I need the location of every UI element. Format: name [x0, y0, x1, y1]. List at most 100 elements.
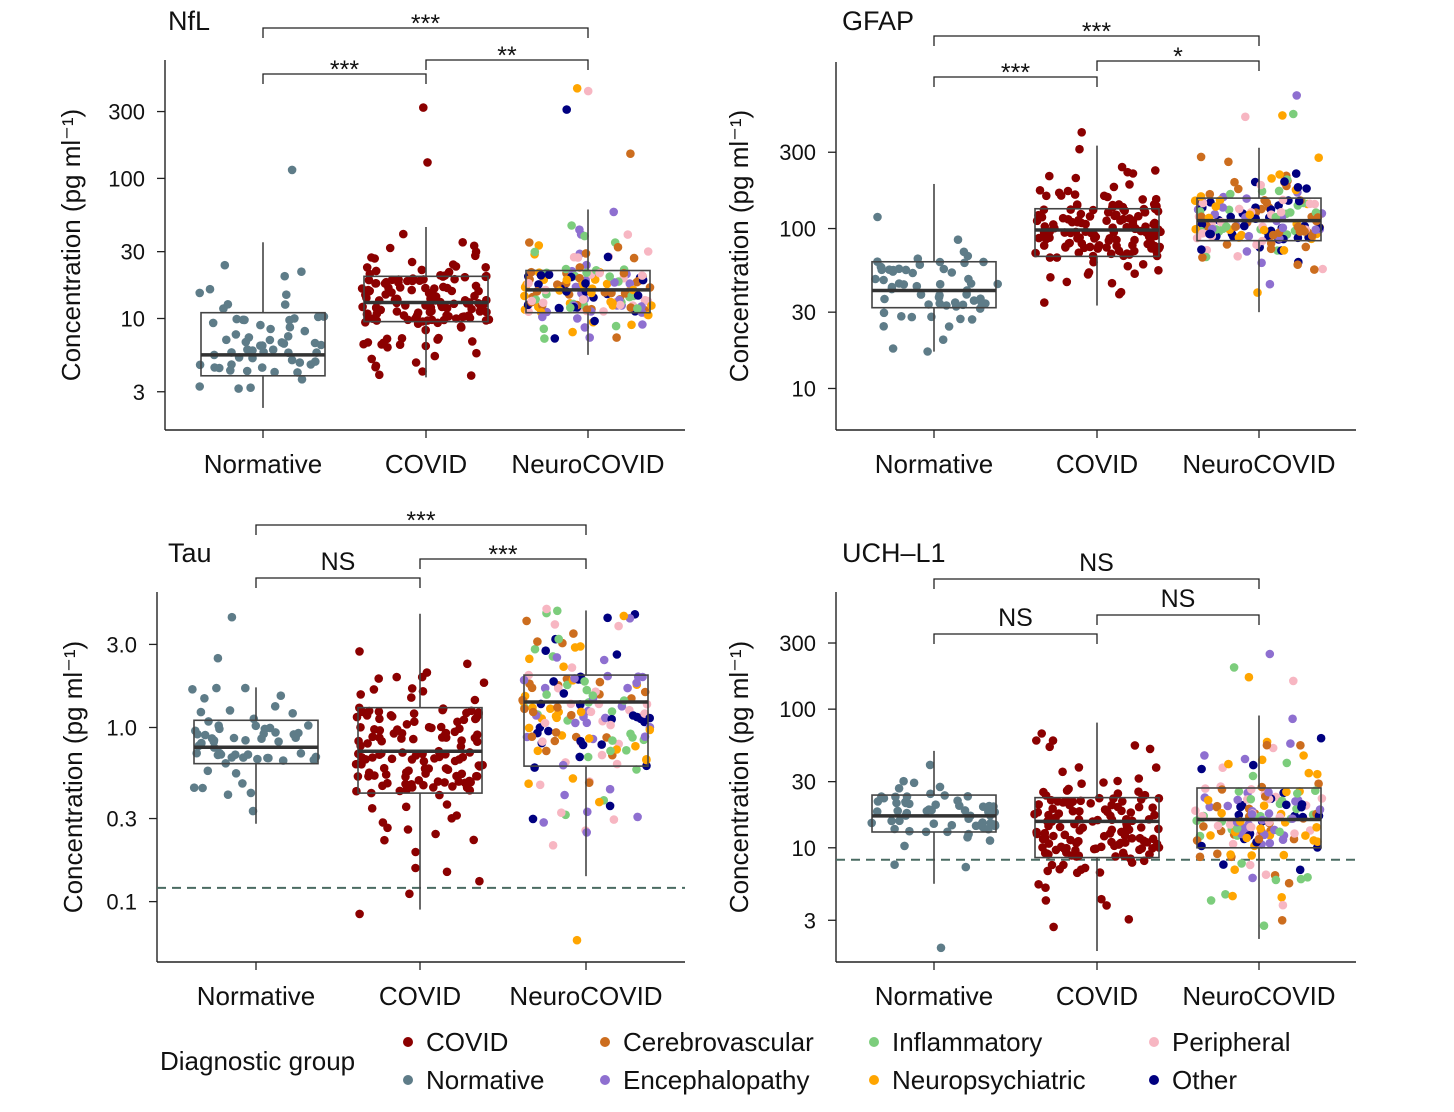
- data-point: [544, 270, 554, 280]
- outlier-point: [1077, 128, 1086, 137]
- data-point: [407, 755, 417, 764]
- data-point: [599, 307, 608, 316]
- data-point: [576, 707, 586, 717]
- data-point: [524, 723, 534, 733]
- data-point: [527, 732, 537, 741]
- data-point: [1154, 266, 1163, 275]
- data-point: [1086, 799, 1095, 808]
- iqr-box: [200, 311, 326, 377]
- data-point: [548, 841, 558, 850]
- data-point: [1125, 180, 1134, 189]
- data-point: [1310, 265, 1319, 274]
- data-point: [890, 860, 899, 869]
- data-point: [1244, 231, 1254, 241]
- data-point: [380, 835, 389, 845]
- data-point: [935, 782, 945, 792]
- data-point: [1265, 838, 1275, 848]
- data-point: [444, 267, 454, 277]
- data-point: [580, 231, 589, 241]
- data-point: [265, 335, 275, 345]
- data-point: [394, 275, 403, 284]
- data-point: [890, 824, 899, 834]
- data-point: [1232, 824, 1242, 833]
- data-point: [1066, 835, 1075, 845]
- data-point: [240, 315, 249, 325]
- data-point: [1259, 225, 1269, 235]
- data-point: [408, 276, 417, 286]
- data-point: [1314, 779, 1323, 788]
- data-point: [1206, 896, 1216, 905]
- legend-marker: [1149, 1037, 1159, 1047]
- data-point: [935, 279, 945, 289]
- data-point: [471, 714, 480, 724]
- data-point: [1278, 223, 1288, 233]
- data-point: [536, 271, 546, 280]
- data-point: [467, 304, 476, 314]
- data-point: [383, 823, 392, 833]
- data-point: [1277, 916, 1287, 925]
- data-point: [1107, 825, 1117, 835]
- data-point: [575, 752, 584, 762]
- data-point: [481, 263, 491, 272]
- outlier-point: [1278, 111, 1287, 120]
- data-point: [200, 730, 210, 740]
- data-point: [208, 318, 218, 328]
- data-point: [1245, 210, 1255, 219]
- box-covid: [363, 226, 489, 378]
- data-point: [1247, 785, 1256, 794]
- data-point: [450, 727, 460, 737]
- data-point: [1196, 152, 1206, 162]
- data-point: [1076, 796, 1085, 806]
- panel-title: NfL: [168, 6, 210, 36]
- significance-label: *: [1173, 43, 1183, 71]
- data-point: [1135, 833, 1145, 843]
- data-point: [361, 755, 370, 764]
- data-point: [1256, 180, 1265, 190]
- data-point: [1034, 800, 1043, 809]
- data-point: [1280, 177, 1289, 186]
- data-point: [257, 363, 267, 372]
- data-point: [210, 363, 219, 372]
- bracket-line: [933, 76, 1098, 87]
- data-point: [195, 360, 205, 370]
- y-tick-label: 10: [792, 836, 816, 861]
- data-point: [605, 272, 614, 281]
- data-point: [1294, 196, 1304, 206]
- data-point: [885, 265, 894, 275]
- data-point: [387, 275, 397, 285]
- data-point: [319, 312, 329, 321]
- data-point: [470, 695, 480, 705]
- data-point: [1097, 894, 1106, 904]
- data-point: [1314, 153, 1323, 162]
- data-point: [1278, 195, 1288, 205]
- data-point: [372, 316, 382, 325]
- outlier-point: [936, 943, 946, 953]
- data-point: [471, 251, 480, 261]
- data-point: [276, 691, 286, 700]
- data-point: [1291, 169, 1301, 178]
- data-point: [522, 616, 531, 626]
- data-point: [553, 683, 563, 693]
- data-point: [905, 799, 914, 809]
- data-point: [1265, 279, 1275, 289]
- data-point: [1219, 860, 1228, 869]
- data-point: [588, 691, 598, 700]
- data-point: [1040, 848, 1050, 858]
- data-point: [623, 683, 632, 693]
- data-point: [1248, 873, 1257, 883]
- data-point: [1151, 194, 1161, 204]
- data-point: [249, 714, 259, 724]
- data-point: [1055, 822, 1065, 832]
- data-point: [1041, 883, 1050, 892]
- data-point: [1253, 288, 1262, 297]
- data-point: [1041, 896, 1051, 905]
- data-point: [879, 308, 889, 318]
- data-point: [479, 678, 489, 687]
- data-point: [1293, 183, 1303, 192]
- significance-bracket: ***: [933, 18, 1260, 46]
- data-point: [371, 266, 381, 276]
- data-point: [259, 729, 269, 739]
- data-point: [1148, 803, 1157, 812]
- data-point: [1213, 849, 1222, 859]
- data-point: [1034, 233, 1044, 243]
